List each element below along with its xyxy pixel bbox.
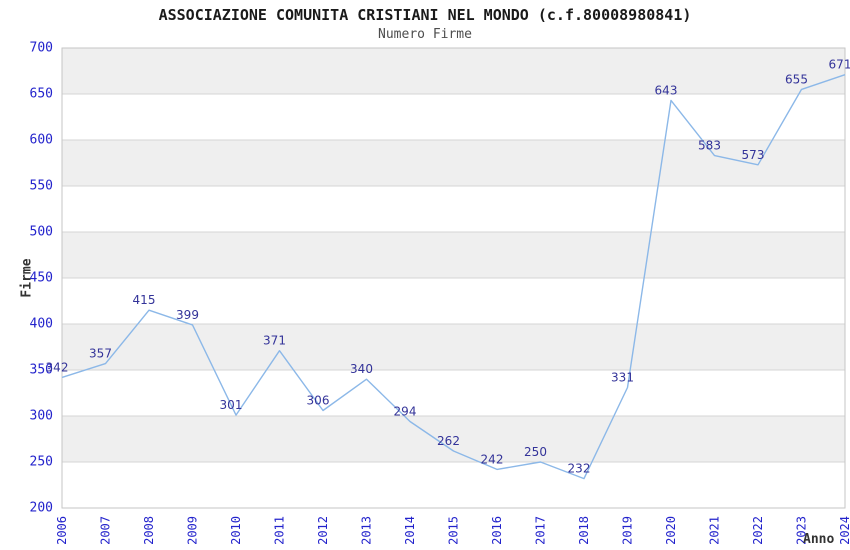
data-label: 573: [742, 148, 765, 162]
y-tick-label: 650: [30, 87, 53, 102]
y-tick-label: 350: [30, 363, 53, 378]
data-label: 655: [785, 72, 808, 86]
x-tick-label: 2009: [186, 516, 200, 545]
x-tick-label: 2014: [403, 516, 417, 545]
x-tick-label: 2012: [316, 516, 330, 545]
data-label: 342: [46, 360, 69, 374]
x-tick-label: 2018: [577, 516, 591, 545]
x-tick-label: 2011: [273, 516, 287, 545]
y-tick-label: 250: [30, 455, 53, 470]
data-label: 242: [481, 452, 504, 466]
data-label: 671: [829, 58, 850, 72]
x-axis-title: Anno: [803, 532, 834, 547]
y-tick-label: 550: [30, 179, 53, 194]
data-label: 583: [698, 139, 721, 153]
y-tick-label: 450: [30, 271, 53, 286]
plot-band: [62, 416, 845, 462]
y-tick-label: 700: [30, 41, 53, 56]
plot-band: [62, 324, 845, 370]
x-tick-label: 2006: [55, 516, 69, 545]
x-tick-label: 2023: [795, 516, 809, 545]
data-label: 399: [176, 308, 199, 322]
data-label: 340: [350, 362, 373, 376]
x-tick-label: 2010: [229, 516, 243, 545]
data-label: 232: [568, 462, 591, 476]
y-tick-label: 500: [30, 225, 53, 240]
data-label: 643: [655, 83, 678, 97]
data-label: 294: [394, 405, 417, 419]
x-tick-label: 2019: [621, 516, 635, 545]
data-label: 262: [437, 434, 460, 448]
plot-band: [62, 48, 845, 94]
data-label: 306: [307, 393, 330, 407]
x-tick-label: 2016: [490, 516, 504, 545]
chart-title: ASSOCIAZIONE COMUNITA CRISTIANI NEL MOND…: [158, 6, 692, 24]
data-label: 331: [611, 370, 634, 384]
x-tick-label: 2008: [142, 516, 156, 545]
x-tick-label: 2022: [751, 516, 765, 545]
data-label: 250: [524, 445, 547, 459]
x-tick-label: 2013: [360, 516, 374, 545]
plot-band: [62, 232, 845, 278]
data-label: 301: [220, 398, 243, 412]
y-tick-label: 400: [30, 317, 53, 332]
y-tick-label: 300: [30, 409, 53, 424]
x-tick-label: 2020: [664, 516, 678, 545]
y-tick-label: 200: [30, 501, 53, 516]
plot-band: [62, 140, 845, 186]
x-tick-label: 2021: [708, 516, 722, 545]
x-tick-label: 2024: [838, 516, 850, 545]
series-line: [61, 74, 846, 480]
y-axis-title: Firme: [20, 258, 35, 297]
data-label: 415: [133, 293, 156, 307]
plot-border: [61, 47, 846, 509]
x-tick-label: 2015: [447, 516, 461, 545]
chart-subtitle: Numero Firme: [378, 27, 472, 42]
y-tick-label: 600: [30, 133, 53, 148]
x-tick-label: 2017: [534, 516, 548, 545]
x-tick-label: 2007: [99, 516, 113, 545]
data-label: 357: [89, 347, 112, 361]
data-label: 371: [263, 334, 286, 348]
